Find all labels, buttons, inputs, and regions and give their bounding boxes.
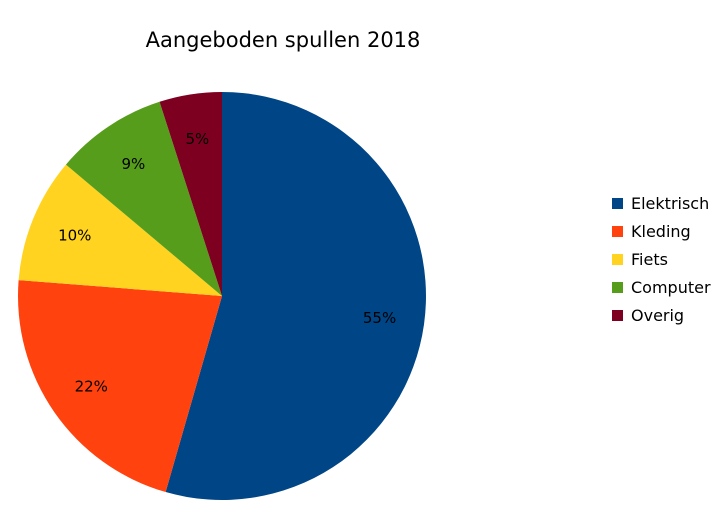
slice-label-kleding: 22% — [75, 378, 108, 396]
legend-swatch — [612, 197, 623, 209]
pie-slice-computer — [65, 101, 222, 296]
legend-label: Computer — [631, 277, 711, 297]
legend-swatch — [612, 281, 623, 293]
legend-label: Overig — [631, 305, 685, 325]
legend-swatch — [612, 225, 623, 237]
legend-label: Elektrisch — [631, 193, 710, 213]
legend-swatch — [612, 309, 623, 321]
pie-chart: 55% 22% 10% 9% 5% — [18, 92, 426, 501]
legend-label: Fiets — [631, 249, 668, 269]
pie-slice-overig — [159, 92, 222, 296]
slice-label-fiets: 10% — [58, 227, 91, 245]
slice-label-elektrisch: 55% — [363, 309, 396, 327]
legend-item-kleding: Kleding — [612, 217, 711, 245]
legend-item-computer: Computer — [612, 273, 711, 301]
legend-item-elektrisch: Elektrisch — [612, 189, 711, 217]
pie-slice-labels: 55% 22% 10% 9% 5% — [58, 130, 396, 396]
legend-item-fiets: Fiets — [612, 245, 711, 273]
slice-label-overig: 5% — [185, 130, 209, 148]
pie-slice-fiets — [18, 164, 223, 296]
pie-slice-elektrisch — [165, 92, 426, 501]
chart-title: Aangeboden spullen 2018 — [145, 28, 421, 52]
pie-slices — [18, 92, 426, 501]
legend-swatch — [612, 253, 623, 265]
legend: Elektrisch Kleding Fiets Computer Overig — [612, 189, 711, 329]
legend-label: Kleding — [631, 221, 691, 241]
legend-item-overig: Overig — [612, 301, 711, 329]
pie-slice-kleding — [18, 280, 223, 493]
slice-label-computer: 9% — [121, 155, 145, 173]
